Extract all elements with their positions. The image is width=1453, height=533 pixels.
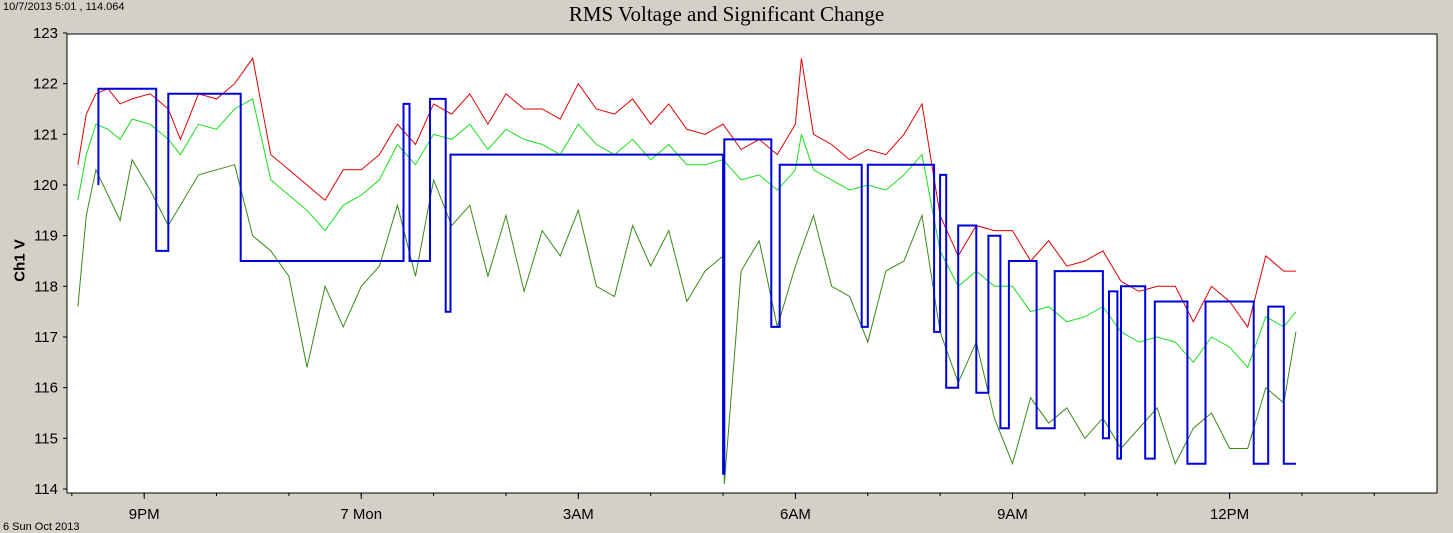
cursor-readout: 10/7/2013 5:01 , 114.064 [3,1,125,13]
y-tick-label: 123 [33,25,58,42]
x-tick-label: 9PM [129,506,160,523]
x-tick-label: 7 Mon [340,506,382,523]
y-tick-label: 122 [33,76,58,93]
y-tick-label: 115 [34,430,58,447]
y-tick-label: 118 [34,278,58,295]
x-tick-label: 9AM [997,506,1028,523]
series-change-line [97,87,1296,475]
date-label: 6 Sun Oct 2013 [3,521,80,533]
axis-ticks: 114 115 116 117 118 119 120 121 122 123 9PM 7 Mon 3A… [33,25,1375,523]
x-tick-label: 12PM [1210,506,1249,523]
y-tick-label: 120 [33,177,58,194]
y-tick-label: 114 [34,481,58,498]
y-tick-label: 117 [34,329,58,346]
y-tick-label: 121 [33,126,58,143]
y-tick-label: 116 [34,380,58,397]
series-lines [77,57,1297,484]
plot-frame [66,33,1438,494]
series-min-line [77,158,1297,484]
x-tick-label: 3AM [563,506,594,523]
chart-title: RMS Voltage and Significant Change [568,2,885,26]
series-max-line [77,57,1296,329]
x-tick-label: 6AM [780,506,811,523]
y-tick-label: 119 [34,228,58,245]
